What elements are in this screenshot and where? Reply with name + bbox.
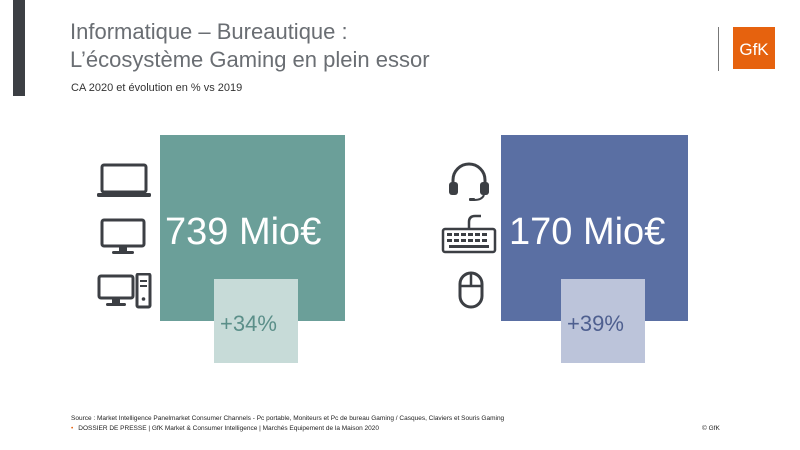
monitor-icon — [100, 218, 146, 261]
laptop-icon — [96, 163, 152, 204]
mouse-icon — [458, 271, 484, 314]
title-line-1: Informatique – Bureautique : — [70, 19, 348, 44]
pc-change-box — [214, 279, 298, 363]
gaming-accessories-value-text: 170 Mio€ — [509, 211, 666, 253]
keyboard-icon — [441, 212, 497, 259]
logo-separator — [718, 27, 719, 71]
gfk-logo: GfK — [733, 27, 775, 69]
source-note: Source : Market Intelligence Panelmarket… — [71, 415, 505, 422]
copyright: © GfK — [702, 425, 720, 432]
footer-bullet: • — [71, 425, 74, 432]
desktop-pc-icon — [97, 272, 153, 314]
footer-text: DOSSIER DE PRESSE | GfK Market & Consume… — [78, 425, 379, 432]
page-title: Informatique – Bureautique : L’écosystèm… — [70, 18, 430, 74]
gaming-accessories-change-box — [561, 279, 645, 363]
pc-value-text: 739 Mio€ — [165, 211, 322, 253]
headset-icon — [446, 160, 492, 207]
title-line-2: L’écosystème Gaming en plein essor — [70, 47, 430, 72]
side-accent-bar — [13, 0, 25, 96]
page-subtitle: CA 2020 et évolution en % vs 2019 — [71, 82, 243, 94]
gfk-logo-text: GfK — [739, 40, 769, 59]
pc-change-text: +34% — [220, 311, 277, 336]
footer-line: • DOSSIER DE PRESSE | GfK Market & Consum… — [71, 425, 379, 432]
gaming-accessories-change-text: +39% — [567, 311, 624, 336]
